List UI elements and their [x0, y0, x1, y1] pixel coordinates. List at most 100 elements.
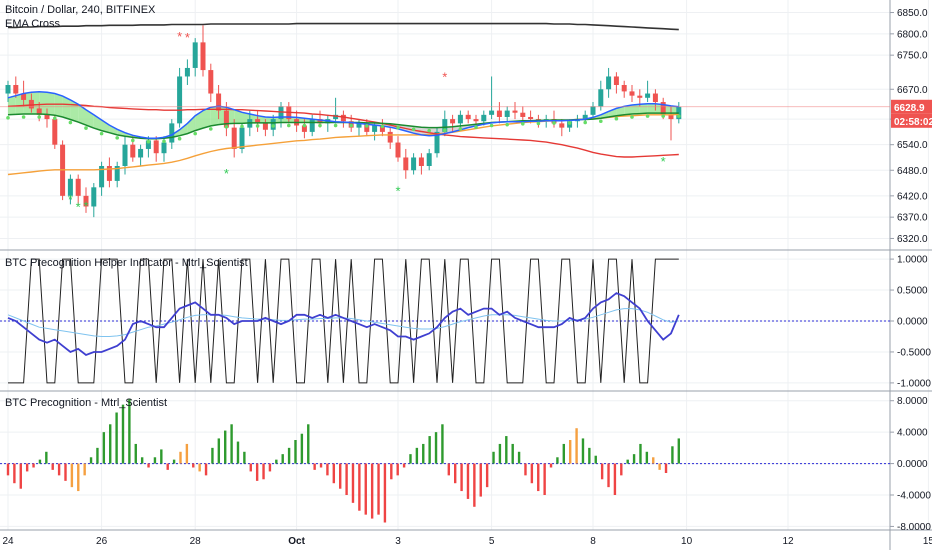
hist-bar-86 [556, 457, 559, 464]
hist-bar-11 [77, 463, 80, 492]
candle-body-26 [208, 70, 214, 94]
ema-cloud-segment-14 [117, 129, 125, 137]
xtick-label-6: 8 [590, 536, 596, 547]
ytick-label-0-1: 6800.0 [897, 29, 928, 40]
helper-indicator-title[interactable]: BTC Precognition Helper Indicator - Mtrl… [5, 257, 248, 269]
hist-bar-90 [581, 438, 585, 464]
hist-bar-19 [128, 399, 131, 464]
ema-dot-60 [474, 125, 478, 130]
candle-body-53 [418, 157, 424, 166]
hist-bar-59 [383, 463, 387, 523]
ytick-label-0-2: 6750.0 [897, 51, 928, 62]
candle-body-48 [379, 125, 385, 132]
last-price-label: 6628.9 [894, 103, 925, 114]
candle-body-40 [317, 119, 323, 124]
ema-dot-42 [333, 123, 338, 128]
hist-bar-41 [268, 463, 272, 472]
countdown-label: 02:58:02 [894, 117, 932, 128]
candle-body-61 [481, 114, 487, 122]
countdown-badge: 02:58:02 [891, 113, 932, 128]
hist-bar-2 [19, 463, 22, 489]
candle-body-64 [504, 110, 510, 117]
ema-dot-64 [505, 122, 510, 127]
candle-body-56 [442, 119, 448, 132]
hist-bar-34 [224, 430, 227, 464]
xtick-label-9: 15 [923, 536, 932, 547]
ema-dot-46 [365, 124, 369, 128]
ytick-label-0-6: 6480.0 [897, 166, 928, 177]
ema-dot-2 [21, 115, 26, 119]
helper-main-line [7, 292, 680, 357]
hist-bar-84 [543, 463, 546, 495]
hist-bar-57 [370, 463, 374, 519]
candle-body-6 [52, 119, 58, 145]
ema-dot-78 [614, 116, 619, 121]
candle-body-62 [489, 110, 495, 115]
ema-dot-66 [521, 122, 525, 126]
hist-bar-39 [255, 463, 259, 481]
hist-bar-52 [339, 463, 342, 489]
candle-body-18 [145, 140, 151, 149]
hist-bar-71 [460, 463, 463, 492]
hist-bar-0 [6, 463, 10, 476]
buy-star-marker-1: * [76, 200, 81, 215]
candle-body-19 [153, 140, 159, 154]
buy-star-marker-4: * [395, 184, 400, 199]
candle-body-20 [161, 142, 167, 154]
ytick-label-1-0: 1.0000 [897, 255, 928, 266]
hist-bar-58 [377, 463, 380, 515]
ema-dot-62 [489, 123, 494, 128]
candle-body-59 [465, 114, 471, 120]
hist-bar-100 [645, 451, 649, 464]
hist-bar-30 [198, 463, 201, 472]
precognition-title[interactable]: BTC Precognition - Mtrl_Scientist [5, 397, 167, 409]
buy-star-marker-2: * [83, 199, 88, 214]
hist-bar-73 [473, 463, 476, 507]
candle-body-57 [450, 119, 456, 124]
hist-bar-32 [211, 447, 214, 464]
hist-bar-105 [677, 438, 680, 464]
hist-bar-98 [632, 454, 636, 464]
hist-bar-79 [511, 443, 514, 464]
ema-cloud-segment-24 [195, 110, 203, 131]
hist-bar-25 [166, 463, 169, 470]
hist-bar-75 [485, 463, 489, 488]
hist-bar-17 [115, 412, 118, 464]
candle-body-80 [629, 91, 635, 96]
hist-bar-46 [300, 433, 304, 464]
candle-body-63 [496, 110, 502, 117]
hist-bar-54 [351, 463, 355, 503]
ema-dot-52 [411, 127, 416, 132]
candle-body-2 [21, 93, 27, 100]
ema-cloud-segment-81 [639, 103, 648, 114]
hist-bar-97 [626, 459, 629, 464]
symbol-title[interactable]: Bitcoin / Dollar, 240, BITFINEX [5, 4, 156, 16]
candle-body-5 [44, 114, 50, 120]
ema-cloud-segment-77 [608, 108, 617, 117]
buy-star-marker-5: * [661, 154, 666, 169]
candle-body-60 [473, 119, 479, 122]
candle-body-43 [340, 114, 346, 122]
ytick-label-0-0: 6850.0 [897, 8, 928, 19]
candle-body-9 [75, 178, 81, 196]
ema-dot-6 [53, 116, 57, 121]
ytick-label-2-4: -8.0000 [897, 522, 931, 533]
ytick-label-0-9: 6320.0 [897, 234, 928, 245]
candle-body-65 [512, 110, 518, 113]
last-price-badge: 6628.9 [891, 99, 932, 114]
ema-cross-legend[interactable]: EMA Cross [5, 18, 61, 30]
candle-body-71 [559, 123, 565, 128]
hist-bar-23 [153, 457, 157, 464]
candle-body-81 [637, 95, 643, 98]
hist-bar-64 [415, 447, 419, 464]
hist-bar-69 [447, 463, 451, 476]
hist-bar-35 [230, 424, 233, 464]
ema-cloud-segment-6 [54, 93, 63, 117]
candle-body-16 [130, 144, 136, 158]
candle-body-82 [645, 93, 651, 98]
ema-cloud-segment-13 [109, 125, 118, 135]
ema-cloud-segment-76 [600, 111, 609, 119]
ytick-label-1-1: 0.5000 [897, 286, 928, 297]
histogram-panel-bg [0, 392, 890, 530]
